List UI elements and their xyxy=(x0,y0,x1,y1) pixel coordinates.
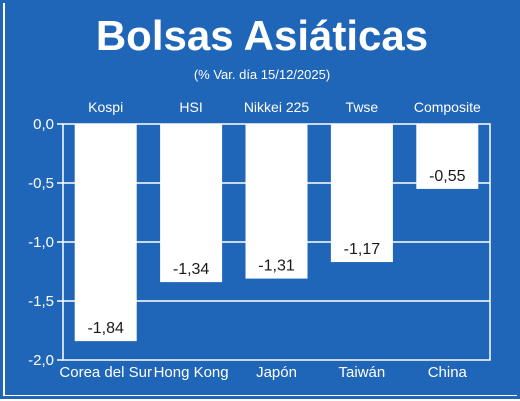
bar-value-label: -1,17 xyxy=(344,241,381,258)
category-label: Japón xyxy=(256,364,297,381)
y-tick-label: -1,5 xyxy=(28,293,54,310)
index-name-label: HSI xyxy=(179,99,202,115)
chart-subtitle: (% Var. día 15/12/2025) xyxy=(194,67,330,82)
bar xyxy=(245,124,308,279)
category-label: China xyxy=(428,364,468,381)
category-label: Hong Kong xyxy=(154,364,229,381)
chart-title: Bolsas Asiáticas xyxy=(96,12,428,59)
bars xyxy=(74,124,479,342)
labels: 0,0 -0,5 -1,0 -1,5 -2,0 -1,84 Kospi Corea del S… xyxy=(28,99,481,381)
bar-value-label: -1,84 xyxy=(87,320,124,337)
bar xyxy=(74,124,137,342)
index-name-label: Kospi xyxy=(88,99,123,115)
bar-value-label: -0,55 xyxy=(429,168,466,185)
y-tick-label: -0,5 xyxy=(28,175,54,192)
y-tick-label: -1,0 xyxy=(28,234,54,251)
category-label: Taiwán xyxy=(339,364,386,381)
index-name-label: Twse xyxy=(346,99,379,115)
y-tick-label: -2,0 xyxy=(28,352,54,369)
bar xyxy=(330,124,393,263)
bar xyxy=(416,124,479,189)
index-name-label: Composite xyxy=(414,99,481,115)
category-label: Corea del Sur xyxy=(59,364,152,381)
y-tick-label: 0,0 xyxy=(33,116,54,133)
index-name-label: Nikkei 225 xyxy=(244,99,310,115)
bar-value-label: -1,34 xyxy=(173,261,210,278)
bar xyxy=(160,124,223,283)
bar-value-label: -1,31 xyxy=(258,258,295,275)
